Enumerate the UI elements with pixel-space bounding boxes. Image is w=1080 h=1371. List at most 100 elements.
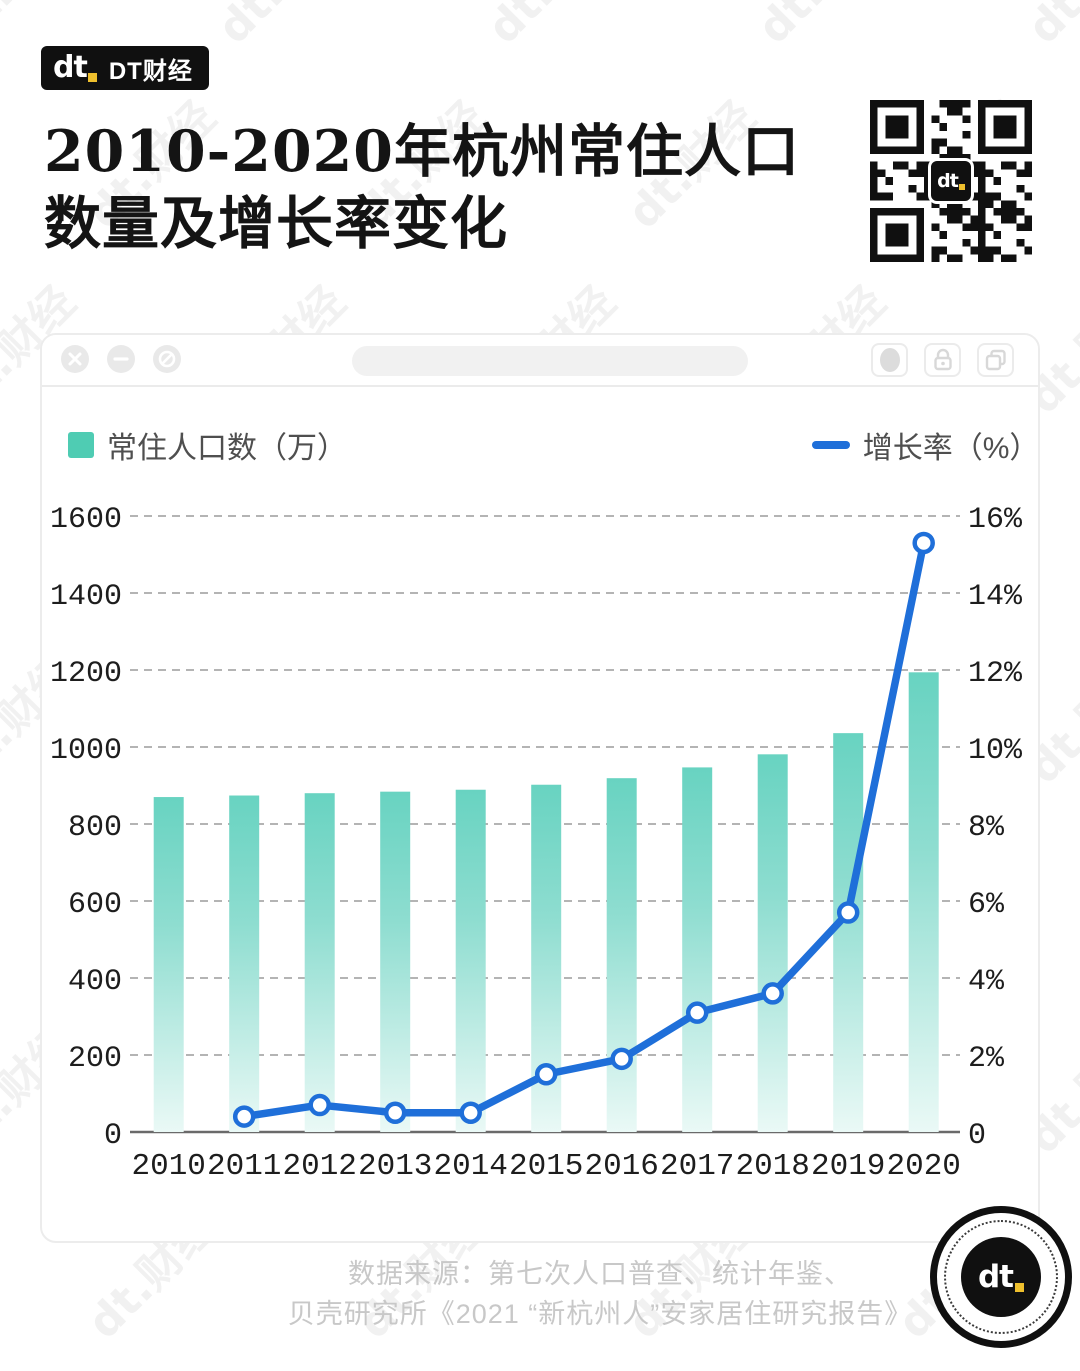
x-axis-labels: 2010 2011 2012 2013 2014 2015 2016 2017 2018 2019… [131,1149,960,1184]
population-swatch-icon [68,432,94,458]
x-label-2013: 2013 [358,1149,432,1184]
svg-text:4%: 4% [968,965,1005,999]
legend-growth: 增长率（%） [812,423,1040,467]
svg-text:200: 200 [68,1042,122,1076]
bar-2017 [682,767,713,1132]
source-line-2: 贝壳研究所《2021 “新杭州人”安家居住研究报告》 [287,1299,913,1329]
dt-logo-icon: dt [53,53,97,83]
dt-logo-icon: dt [937,171,965,191]
bar-2013 [380,791,411,1132]
dt-logo-icon: dt [978,1261,1024,1293]
growth-line-path [240,539,928,1121]
x-label-2011: 2011 [207,1149,281,1184]
legend-population-label: 常住人口数（万） [107,432,347,465]
source-line-1: 数据来源：第七次人口普查、统计年鉴、 [348,1259,852,1289]
population-bars [153,672,939,1132]
chart-card: 常住人口数（万） 增长率（%） 0 0 200 2% 400 4% 600 6% 800 8% 10… [40,333,1040,1243]
growth-marker-2015 [534,1063,558,1086]
profile-button[interactable] [871,343,908,377]
window-chrome [42,335,1038,387]
qr-center-logo: dt [928,158,974,204]
watermark-text: dt.财经 [200,0,356,55]
qr-code: dt [870,100,1032,262]
growth-marker-2020 [912,531,935,555]
bar-2019 [833,733,864,1132]
growth-marker-2018 [761,982,784,1005]
growth-marker-2019 [836,901,860,924]
svg-text:1400: 1400 [50,580,122,614]
bar-2014 [455,789,486,1132]
copy-icon [985,349,1006,371]
title-line-1: 2010-2020年杭州常住人口 [44,118,800,185]
x-label-2015: 2015 [509,1149,583,1184]
svg-text:12%: 12% [968,657,1023,691]
svg-text:16%: 16% [968,503,1023,537]
x-label-2014: 2014 [433,1149,507,1184]
growth-rate-line [232,531,935,1128]
block-button[interactable] [152,344,182,374]
watermark-text: dt.财经 [470,0,626,55]
x-label-2020: 2020 [886,1149,960,1184]
badge-dotted-ring [944,1220,1058,1334]
svg-text:800: 800 [68,811,122,845]
title-line-2: 数量及增长率变化 [44,190,508,257]
bar-2016 [606,778,637,1132]
dt-badge: dt [930,1206,1072,1348]
chart-legend: 常住人口数（万） 增长率（%） [42,423,1039,465]
address-bar[interactable] [352,346,748,376]
qr-pattern [870,100,1032,262]
svg-text:0: 0 [968,1119,986,1153]
svg-text:14%: 14% [968,580,1023,614]
growth-marker-2013 [383,1101,407,1124]
lock-icon [933,348,952,371]
x-label-2018: 2018 [735,1149,809,1184]
svg-text:8%: 8% [968,811,1005,845]
profile-icon [879,348,900,372]
minimize-button[interactable] [106,344,136,374]
x-label-2012: 2012 [282,1149,356,1184]
gridlines-and-ticks: 0 0 200 2% 400 4% 600 6% 800 8% 1000 10% 1200 12% 1400… [50,503,1023,1153]
svg-text:10%: 10% [968,734,1023,768]
bar-2011 [229,795,260,1132]
svg-text:2%: 2% [968,1042,1005,1076]
brand-name: DT财经 [108,57,193,85]
source-note: 数据来源：第七次人口普查、统计年鉴、 贝壳研究所《2021 “新杭州人”安家居住… [150,1254,1050,1334]
window-actions [871,343,1014,377]
x-label-2019: 2019 [811,1149,885,1184]
block-icon [158,350,176,368]
brand-logo: dt DT财经 [41,46,209,90]
growth-marker-2017 [685,1001,709,1024]
svg-text:0: 0 [104,1119,122,1153]
x-label-2017: 2017 [660,1149,734,1184]
badge-core: dt [961,1237,1041,1317]
lock-button[interactable] [924,343,961,377]
watermark-text: dt.财经 [1010,0,1080,55]
close-button[interactable] [60,344,90,374]
svg-text:600: 600 [68,888,122,922]
svg-text:400: 400 [68,965,122,999]
svg-text:1200: 1200 [50,657,122,691]
growth-marker-2011 [232,1105,256,1128]
svg-text:1000: 1000 [50,734,122,768]
page-title: 2010-2020年杭州常住人口 数量及增长率变化 [44,116,800,260]
bar-2012 [304,793,335,1132]
legend-population: 常住人口数（万） [68,423,347,467]
window-buttons [60,344,182,374]
growth-marker-2012 [308,1093,331,1117]
svg-text:1600: 1600 [50,503,122,537]
bar-2010 [153,797,184,1132]
growth-line-icon [812,441,850,449]
copy-button[interactable] [977,343,1014,377]
growth-marker-2016 [610,1047,633,1071]
x-label-2016: 2016 [584,1149,658,1184]
close-icon [68,352,82,366]
growth-marker-2014 [459,1101,482,1124]
x-label-2010: 2010 [131,1149,205,1184]
bar-2020 [908,672,939,1132]
watermark-text: dt.财经 [740,0,896,55]
bar-2018 [757,754,788,1132]
population-growth-chart: 0 0 200 2% 400 4% 600 6% 800 8% 1000 10% 1200 12% 1400… [50,503,1023,1184]
svg-text:6%: 6% [968,888,1005,922]
legend-growth-label: 增长率（%） [862,432,1040,465]
